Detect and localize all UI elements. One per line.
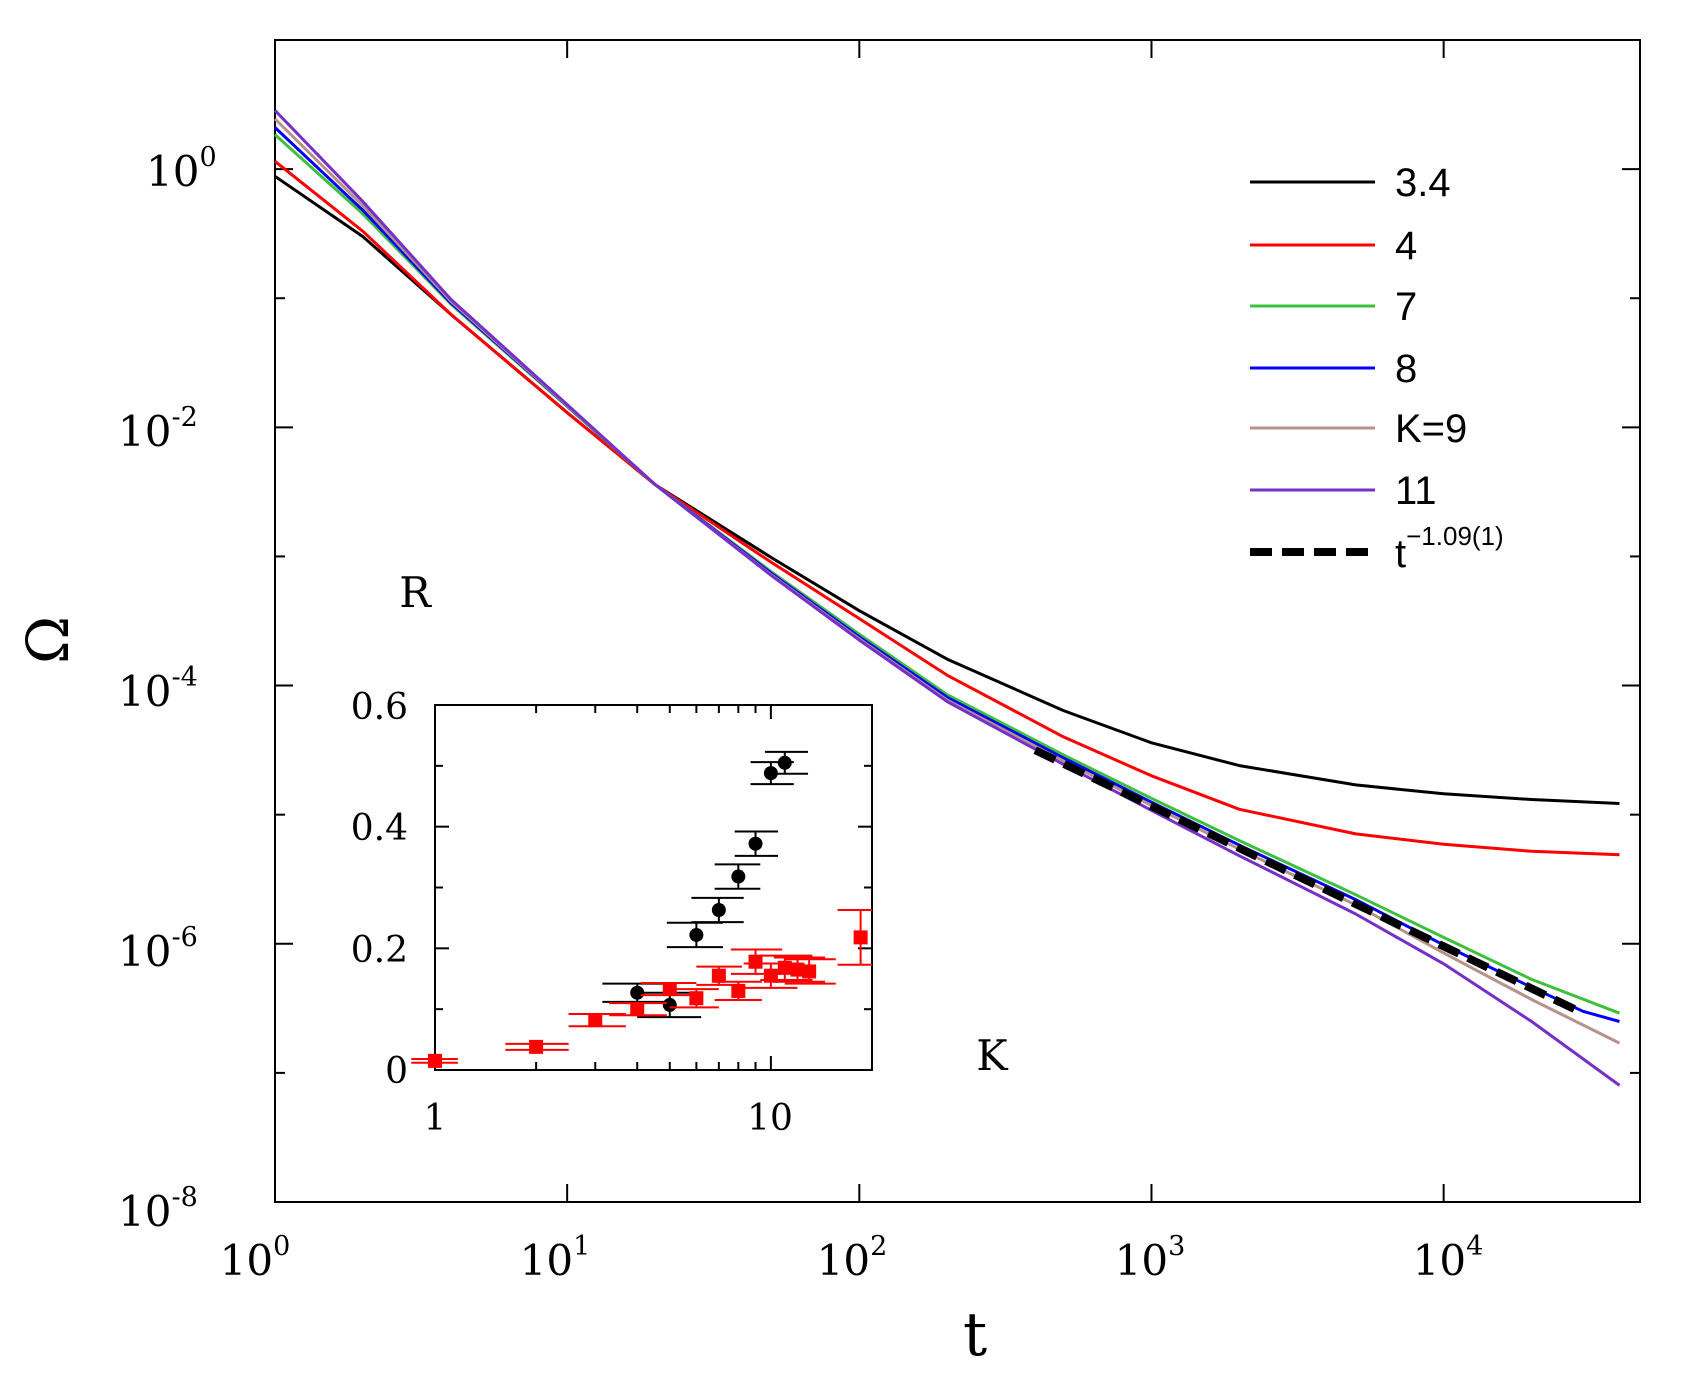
inset-y-tick-label-0: 0 xyxy=(385,1051,408,1092)
main-plot-frame xyxy=(274,39,1641,1203)
marker-circle xyxy=(662,997,677,1012)
inset-point-r xyxy=(734,830,779,857)
inset-ticks xyxy=(434,704,873,1071)
x-tick-label-4: 104 xyxy=(1413,1231,1484,1285)
inset-point-r xyxy=(714,863,761,890)
inset-point-k xyxy=(714,980,762,1002)
marker-square xyxy=(802,964,817,979)
inset-point-k xyxy=(568,1013,626,1028)
series-line-11 xyxy=(273,109,1621,1087)
marker-square xyxy=(853,930,868,945)
y-tick-label-2: 10-4 xyxy=(118,662,198,716)
legend-label-11: 11 xyxy=(1395,469,1437,513)
inset-point-k xyxy=(784,958,836,985)
marker-circle xyxy=(777,755,792,770)
legend-label-4: 4 xyxy=(1395,224,1417,268)
y-axis-label: Ω xyxy=(14,616,82,664)
marker-square xyxy=(428,1053,442,1068)
marker-square xyxy=(777,960,792,975)
inset-y-tick-label-3: 0.6 xyxy=(351,687,408,728)
annotation-r: R xyxy=(399,568,432,617)
inset-point-k xyxy=(773,956,826,983)
inset-point-k xyxy=(640,982,697,997)
y-tick-label-1: 10-2 xyxy=(118,402,198,456)
marker-square xyxy=(790,962,805,977)
y-tick-label-0: 100 xyxy=(146,142,217,196)
inset-point-r xyxy=(691,896,744,924)
inset-point-r xyxy=(764,750,809,775)
x-axis-label: t xyxy=(963,1300,987,1370)
marker-circle xyxy=(731,869,746,884)
legend-label-fit: t−1.09(1) xyxy=(1395,521,1504,576)
inset-plot: 1 10 0 0.2 0.4 0.6 xyxy=(351,687,873,1139)
legend: 3.4 4 7 8 K=9 11 t−1.09(1) xyxy=(1250,161,1504,576)
marker-circle xyxy=(748,836,763,851)
marker-square xyxy=(529,1039,544,1054)
marker-square xyxy=(731,983,746,998)
x-tick-label-2: 102 xyxy=(817,1231,888,1285)
main-major-ticks xyxy=(274,40,1640,1203)
inset-point-k xyxy=(609,1002,667,1017)
y-tick-label-4: 10-8 xyxy=(118,1182,198,1236)
legend-label-7: 7 xyxy=(1395,285,1417,329)
inset-x-tick-label-1: 10 xyxy=(747,1098,793,1139)
inset-points xyxy=(411,750,872,1068)
series-line-t-1-09-1 xyxy=(1033,746,1585,1017)
inset-y-tick-label-1: 0.2 xyxy=(351,930,408,971)
legend-label-8: 8 xyxy=(1395,347,1417,391)
inset-x-tick-label-0: 1 xyxy=(424,1098,447,1139)
marker-square xyxy=(711,968,726,983)
y-tick-label-3: 10-6 xyxy=(118,922,198,976)
main-minor-ticks xyxy=(275,39,1640,1074)
legend-label-k9: K=9 xyxy=(1395,407,1467,451)
series-line-4 xyxy=(274,160,1620,857)
marker-circle xyxy=(711,903,726,918)
inset-point-k xyxy=(669,988,719,1009)
inset-point-k xyxy=(411,1053,458,1068)
inset-point-k xyxy=(505,1039,569,1054)
annotation-k: K xyxy=(976,1031,1009,1080)
marker-square xyxy=(689,991,704,1006)
x-tick-label-3: 103 xyxy=(1115,1231,1186,1285)
marker-square xyxy=(630,1002,645,1017)
marker-circle xyxy=(689,927,704,942)
x-tick-label-1: 101 xyxy=(520,1231,591,1285)
main-plot: 100 101 102 103 104 100 10-2 10-4 10-6 1… xyxy=(14,39,1641,1370)
legend-label-3-4: 3.4 xyxy=(1395,161,1451,205)
inset-y-tick-label-2: 0.4 xyxy=(351,808,408,849)
marker-square xyxy=(748,954,763,969)
main-series xyxy=(273,109,1621,1087)
marker-square xyxy=(588,1013,603,1028)
x-tick-label-0: 100 xyxy=(220,1231,291,1285)
inset-point-k xyxy=(837,909,872,966)
